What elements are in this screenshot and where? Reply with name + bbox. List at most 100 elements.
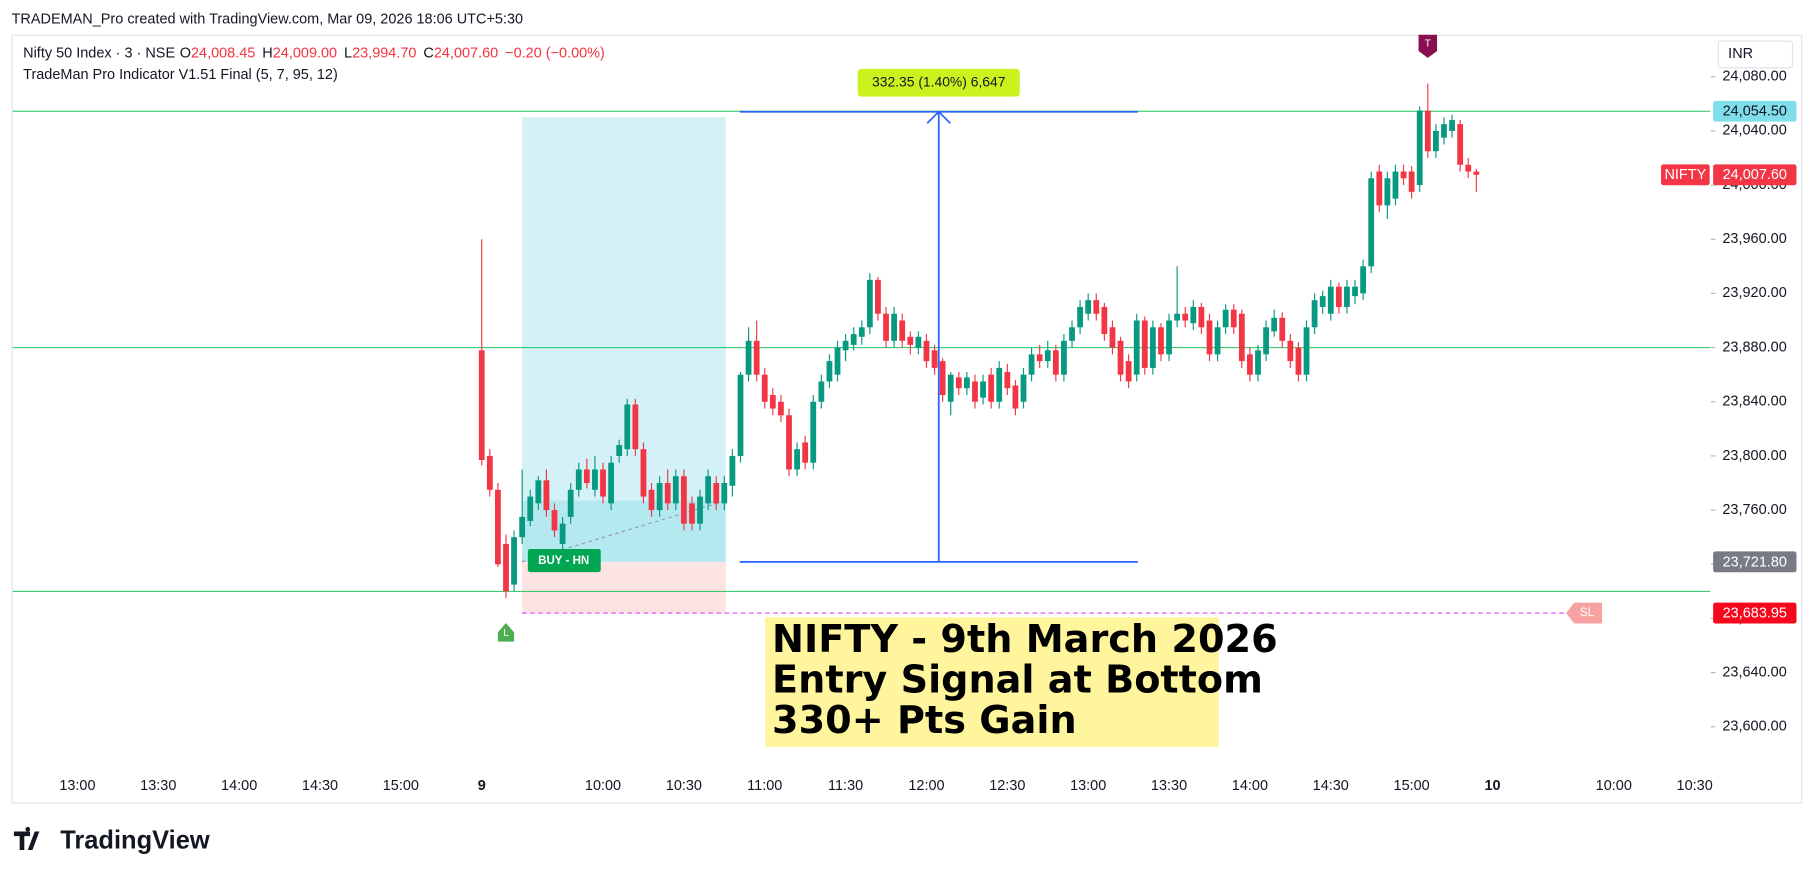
candle-body	[1368, 178, 1375, 267]
x-tick-label: 13:30	[140, 778, 176, 794]
candle-body	[1247, 354, 1253, 375]
x-tick-label: 11:00	[747, 778, 782, 794]
candle-body	[1255, 350, 1261, 375]
candle-body	[1352, 286, 1358, 297]
candle-body	[1465, 164, 1472, 172]
candle-body	[1158, 327, 1164, 355]
x-tick-label: 10:30	[1677, 778, 1713, 794]
candle-body	[1311, 300, 1318, 328]
x-tick-label: 9	[478, 778, 486, 794]
candle-body	[495, 489, 501, 565]
x-tick-label: 12:30	[989, 778, 1025, 794]
candle-body	[802, 442, 809, 463]
candle-body	[721, 483, 728, 504]
x-tick-label: 10:00	[585, 778, 621, 794]
candle-body	[1238, 313, 1245, 362]
candle-body	[899, 320, 906, 341]
candle-body	[1408, 171, 1415, 192]
candle-body	[600, 469, 606, 497]
annotation-box	[765, 617, 1219, 747]
candle-body	[535, 480, 542, 504]
y-tick-label: 23,960.00	[1722, 231, 1786, 247]
stop-price-box	[1713, 602, 1797, 624]
x-tick-label: 14:30	[1313, 778, 1349, 794]
candle-body	[1263, 327, 1269, 355]
top-marker-label: T	[1425, 39, 1432, 50]
candle-body	[543, 480, 550, 511]
candle-body	[503, 543, 509, 592]
candle-body	[923, 340, 930, 362]
ohlc-value: 24,008.45	[191, 45, 255, 61]
symbol-tag-box	[1661, 164, 1710, 186]
last-price-box	[1713, 164, 1797, 186]
candle-body	[947, 374, 954, 402]
candle-body	[834, 347, 841, 375]
sl-tag	[1566, 602, 1603, 624]
candle-body	[713, 483, 720, 504]
candle-body	[1424, 110, 1431, 152]
candle-body	[818, 381, 825, 402]
candle-body	[737, 374, 744, 456]
x-tick-label: 15:00	[383, 778, 419, 794]
annotation-line: Entry Signal at Bottom	[772, 659, 1263, 703]
candle-body	[1376, 171, 1383, 206]
candle-body	[1109, 327, 1116, 348]
x-tick-label: 10	[1484, 778, 1500, 794]
candle-body	[664, 483, 671, 504]
low-marker-label: L	[503, 628, 509, 639]
candle-body	[1327, 286, 1334, 314]
candle-body	[559, 523, 566, 544]
candle-body	[769, 394, 776, 409]
x-tick-label: 14:00	[221, 778, 257, 794]
ohlc-value: 24,009.00	[273, 45, 337, 61]
indicator-name: TradeMan Pro Indicator V1.51 Final (5, 7…	[23, 67, 338, 83]
candle-body	[1449, 120, 1455, 131]
candle-body	[1222, 309, 1229, 328]
candle-body	[1360, 266, 1367, 294]
candle-body	[1335, 286, 1342, 307]
candle-body	[551, 510, 558, 531]
candle-body	[810, 401, 817, 463]
candle-body	[794, 449, 800, 470]
candle-body	[1198, 306, 1205, 328]
candle-body	[883, 313, 889, 341]
candle-body	[842, 340, 849, 351]
candle-body	[672, 476, 679, 504]
candle-body	[850, 334, 857, 345]
y-tick-label: 23,640.00	[1722, 664, 1786, 680]
candle-body	[1020, 374, 1027, 402]
candle-body	[1190, 306, 1197, 324]
candle-body	[1400, 171, 1407, 179]
x-tick-label: 14:00	[1232, 778, 1268, 794]
candle-body	[1230, 309, 1237, 328]
candle-body	[1166, 320, 1172, 355]
candle-body	[1093, 300, 1100, 314]
target-zone	[522, 117, 726, 562]
candle-body	[1052, 350, 1059, 375]
candle-body	[592, 469, 598, 490]
candle-body	[753, 340, 760, 375]
candle-body	[1044, 350, 1051, 362]
x-tick-label: 11:30	[828, 778, 863, 794]
sl-label: SL	[1580, 607, 1595, 619]
candle-body	[1012, 385, 1019, 409]
candle-body	[583, 469, 590, 484]
currency-box	[1717, 40, 1794, 69]
candle-body	[1392, 171, 1399, 199]
candle-body	[511, 537, 517, 585]
x-tick-label: 15:00	[1394, 778, 1430, 794]
x-tick-label: 10:30	[666, 778, 702, 794]
x-tick-label: 12:00	[908, 778, 944, 794]
candle-body	[648, 489, 655, 511]
change: −0.20 (−0.00%)	[505, 45, 605, 61]
candle-body	[640, 449, 647, 497]
candle-body	[1287, 340, 1294, 362]
y-tick-label: 24,080.00	[1722, 69, 1786, 85]
candle-body	[519, 516, 526, 538]
candle-body	[616, 445, 623, 456]
candle-body	[1303, 327, 1310, 375]
candle-body	[1279, 317, 1286, 341]
currency: INR	[1728, 46, 1753, 62]
